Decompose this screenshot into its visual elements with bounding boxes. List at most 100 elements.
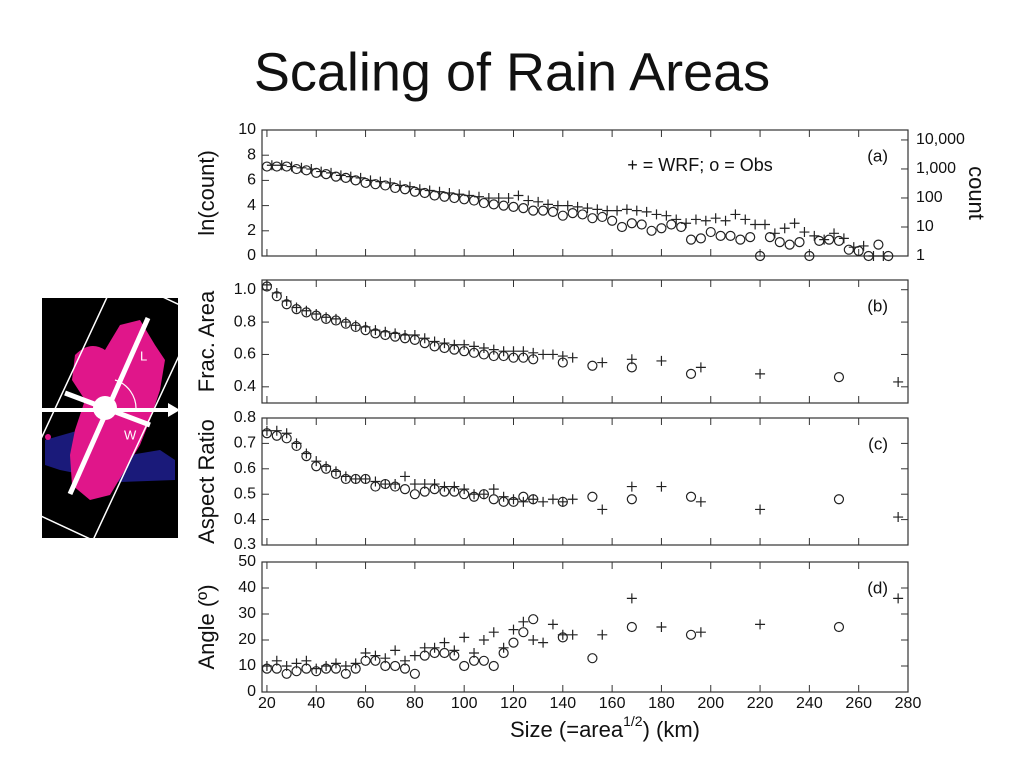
wrf-point — [296, 162, 307, 173]
wrf-point — [829, 228, 840, 239]
wrf-point — [557, 496, 568, 507]
y-tick-label: 40 — [238, 579, 256, 596]
wrf-point — [755, 504, 766, 515]
obs-point — [557, 210, 568, 221]
obs-point — [301, 165, 312, 176]
panel-frame — [261, 417, 909, 546]
wrf-point — [281, 661, 292, 671]
wrf-point — [281, 428, 292, 439]
wrf-point — [286, 161, 297, 172]
obs-point — [518, 203, 529, 214]
x-axis-label-end: ) (km) — [643, 717, 700, 742]
wrf-point — [424, 185, 435, 196]
obs-point — [676, 221, 687, 233]
wrf-point — [478, 342, 489, 353]
wrf-point — [690, 214, 701, 225]
obs-point — [685, 234, 697, 245]
wrf-point — [330, 466, 341, 477]
y-tick-label: 0.8 — [234, 409, 256, 426]
wrf-point — [340, 661, 351, 671]
obs-point — [833, 494, 845, 505]
obs-point — [271, 161, 282, 172]
obs-point — [814, 235, 825, 246]
x-tick-label: 80 — [406, 695, 424, 712]
wrf-point — [261, 425, 272, 436]
wrf-point — [769, 228, 780, 239]
wrf-point — [390, 328, 401, 339]
y-tick-label: 2 — [247, 222, 256, 239]
wrf-point — [478, 489, 489, 500]
wrf-point — [340, 317, 351, 328]
y-tick-label: 0.5 — [234, 485, 256, 502]
obs-point — [498, 200, 509, 211]
obs-point — [439, 191, 450, 202]
y-tick-label: 50 — [238, 553, 256, 570]
y-tick-label: 20 — [238, 631, 256, 648]
obs-point — [626, 621, 637, 633]
wrf-point — [409, 330, 420, 341]
y-tick-label: 0 — [247, 683, 256, 700]
wrf-point — [597, 357, 608, 368]
y-axis-label: Frac. Area — [194, 290, 219, 392]
wrf-point — [710, 213, 721, 224]
wrf-point — [419, 333, 430, 344]
wrf-point — [819, 234, 830, 245]
wrf-point — [695, 627, 706, 638]
wrf-point — [597, 629, 608, 640]
y-tick-label: 0.6 — [234, 346, 256, 363]
wrf-point — [306, 164, 317, 175]
wrf-point — [508, 346, 519, 357]
wrf-point — [518, 496, 529, 507]
y2-tick-label: 1 — [916, 247, 925, 264]
obs-point — [409, 186, 420, 197]
obs-point — [794, 237, 805, 248]
x-tick-label: 260 — [845, 695, 872, 712]
wrf-point — [528, 635, 539, 645]
wrf-point — [567, 494, 578, 505]
obs-point — [597, 211, 608, 223]
obs-point — [321, 169, 332, 180]
inset-label: L — [140, 348, 147, 363]
obs-point — [774, 237, 785, 248]
obs-point — [478, 655, 490, 666]
wrf-point — [621, 204, 632, 215]
wrf-point — [439, 338, 450, 349]
wrf-point — [409, 479, 420, 490]
obs-point — [468, 195, 480, 206]
x-tick-label: 180 — [648, 695, 675, 712]
wrf-point — [755, 368, 766, 379]
x-tick-label: 20 — [258, 695, 276, 712]
obs-point — [804, 250, 815, 262]
wrf-point — [656, 622, 667, 632]
wrf-point — [720, 215, 731, 226]
wrf-point — [449, 339, 460, 350]
slide-title: Scaling of Rain Areas — [254, 42, 770, 102]
obs-point — [449, 192, 460, 204]
x-tick-label: 140 — [549, 695, 576, 712]
wrf-point — [789, 218, 800, 229]
obs-point — [587, 491, 598, 502]
wrf-point — [350, 658, 361, 669]
obs-point — [636, 219, 647, 230]
wrf-point — [439, 481, 450, 492]
obs-point — [459, 194, 470, 205]
wrf-point — [508, 624, 519, 635]
wrf-point — [528, 494, 539, 505]
wrf-point — [301, 655, 312, 666]
obs-point — [537, 205, 549, 216]
wrf-point — [464, 190, 475, 201]
wrf-point — [459, 484, 470, 495]
obs-point — [587, 213, 598, 224]
panel-label: (b) — [867, 296, 888, 315]
y-tick-label: 0 — [247, 247, 256, 264]
y-tick-label: 0.4 — [234, 378, 256, 395]
wrf-point — [316, 166, 327, 177]
x-tick-label: 240 — [796, 695, 823, 712]
wrf-point — [454, 189, 465, 200]
obs-point — [419, 187, 430, 199]
x-tick-label: 40 — [307, 695, 325, 712]
y-tick-label: 0.8 — [234, 313, 256, 330]
obs-point — [725, 230, 736, 241]
wrf-point — [661, 210, 672, 221]
wrf-point — [395, 180, 406, 191]
